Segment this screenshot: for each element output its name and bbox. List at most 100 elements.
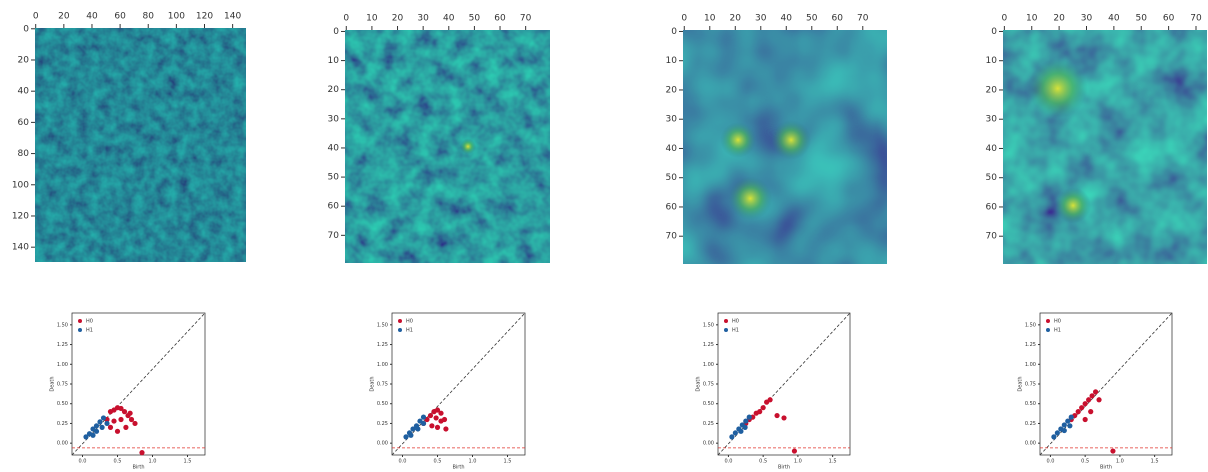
y-tick-label: 1.00 bbox=[377, 362, 388, 368]
point bbox=[438, 410, 444, 416]
y-tick-label: 30 bbox=[986, 115, 998, 125]
x-tick-label: 60 bbox=[832, 14, 844, 24]
point bbox=[1082, 416, 1088, 423]
panel: H0 H1 0.0 0.5 1.0 1.5 0.00 0.25 0.50 0.75 1.00 1.25… bbox=[1018, 312, 1173, 471]
x-tick-label: 1.5 bbox=[504, 459, 512, 465]
x-tick-label: 30 bbox=[755, 14, 767, 24]
x-tick-label: 0 bbox=[343, 14, 349, 24]
x-tick-label: 0.0 bbox=[79, 459, 87, 465]
legend-marker bbox=[78, 319, 82, 323]
y-tick-label: 0 bbox=[991, 27, 997, 37]
x-tick-label: 10 bbox=[366, 14, 378, 24]
x-tick-label: 0 bbox=[33, 12, 39, 22]
x-tick-label: 70 bbox=[520, 14, 532, 24]
point bbox=[93, 423, 100, 429]
x-tick-label: 40 bbox=[781, 14, 793, 24]
heatmap-highlight bbox=[720, 121, 757, 158]
point bbox=[83, 434, 89, 440]
y-tick-label: 0.25 bbox=[1025, 421, 1036, 427]
point bbox=[99, 424, 105, 430]
heatmap-highlight bbox=[1055, 187, 1092, 224]
x-tick-label: 20 bbox=[1053, 14, 1065, 24]
point bbox=[738, 428, 744, 434]
point bbox=[1061, 422, 1067, 428]
point bbox=[1068, 414, 1074, 420]
heatmap-image bbox=[35, 28, 246, 262]
y-tick-label: 20 bbox=[328, 85, 340, 95]
y-tick-label: 40 bbox=[986, 144, 998, 154]
x-tick-label: 0.5 bbox=[114, 459, 122, 465]
point bbox=[100, 415, 107, 421]
y-tick-label: 40 bbox=[18, 87, 30, 97]
y-tick-label: 0.75 bbox=[57, 382, 68, 388]
y-axis-label: Death bbox=[1018, 376, 1024, 391]
point bbox=[433, 415, 439, 421]
y-tick-label: 50 bbox=[328, 173, 340, 183]
point bbox=[767, 397, 773, 403]
y-tick-label: 1.00 bbox=[1025, 362, 1036, 368]
heatmap-image bbox=[345, 30, 550, 263]
y-tick-label: 60 bbox=[328, 202, 340, 212]
x-tick-label: 0 bbox=[1002, 14, 1008, 24]
x-tick-label: 0 bbox=[681, 14, 687, 24]
x-tick-label: 50 bbox=[469, 14, 481, 24]
y-tick-label: 40 bbox=[666, 144, 678, 154]
y-tick-label: 0.50 bbox=[57, 401, 68, 407]
x-axis-label: Birth bbox=[132, 465, 144, 471]
legend-marker bbox=[724, 328, 728, 332]
point bbox=[1110, 448, 1116, 454]
y-axis-label: Death bbox=[370, 376, 376, 391]
point bbox=[1096, 397, 1102, 403]
panel: 0 10 20 30 40 50 60 70 0 10 20 30 40 50 60 70 bbox=[666, 14, 887, 264]
y-tick-label: 20 bbox=[18, 55, 30, 65]
x-tick-label: 1.0 bbox=[794, 459, 802, 465]
legend-marker bbox=[78, 328, 82, 332]
y-tick-label: 0.50 bbox=[703, 401, 714, 407]
x-tick-label: 120 bbox=[196, 12, 213, 22]
point bbox=[410, 426, 416, 432]
y-tick-label: 60 bbox=[986, 202, 998, 212]
point bbox=[127, 410, 133, 416]
heatmap-highlight bbox=[771, 119, 812, 160]
point bbox=[791, 448, 798, 454]
point bbox=[420, 414, 427, 420]
x-tick-label: 20 bbox=[392, 14, 404, 24]
y-tick-label: 0.25 bbox=[57, 421, 68, 427]
point bbox=[123, 424, 129, 430]
point bbox=[118, 416, 124, 423]
x-tick-label: 0.0 bbox=[1046, 459, 1054, 465]
x-tick-label: 0.0 bbox=[724, 459, 732, 465]
point bbox=[760, 405, 766, 411]
point bbox=[1088, 409, 1094, 415]
point bbox=[732, 430, 738, 436]
y-tick-label: 0.50 bbox=[377, 401, 388, 407]
panel: H0 H1 0.0 0.5 1.0 1.5 0.00 0.25 0.50 0.75 1.00 1.25… bbox=[370, 312, 526, 471]
point bbox=[443, 426, 449, 432]
point bbox=[104, 420, 110, 427]
point bbox=[1051, 434, 1057, 440]
x-axis-label: Birth bbox=[778, 465, 790, 471]
point bbox=[111, 418, 117, 424]
x-tick-label: 30 bbox=[1081, 14, 1093, 24]
y-tick-label: 0.75 bbox=[377, 382, 388, 388]
x-tick-label: 20 bbox=[58, 12, 70, 22]
y-tick-label: 10 bbox=[986, 56, 998, 66]
point bbox=[434, 407, 441, 413]
legend-marker bbox=[1046, 319, 1050, 323]
y-tick-label: 70 bbox=[328, 231, 340, 241]
point bbox=[139, 450, 145, 456]
x-tick-label: 70 bbox=[1190, 14, 1202, 24]
point bbox=[781, 415, 787, 421]
x-tick-label: 100 bbox=[168, 12, 185, 22]
point bbox=[757, 409, 763, 415]
y-tick-label: 0 bbox=[23, 24, 29, 34]
x-tick-label: 80 bbox=[143, 12, 155, 22]
y-tick-label: 0.50 bbox=[1025, 401, 1036, 407]
point bbox=[128, 416, 135, 423]
x-tick-label: 70 bbox=[857, 14, 869, 24]
y-tick-label: 1.25 bbox=[377, 342, 388, 348]
x-tick-label: 30 bbox=[417, 14, 429, 24]
x-tick-label: 60 bbox=[1163, 14, 1175, 24]
point bbox=[132, 420, 138, 427]
